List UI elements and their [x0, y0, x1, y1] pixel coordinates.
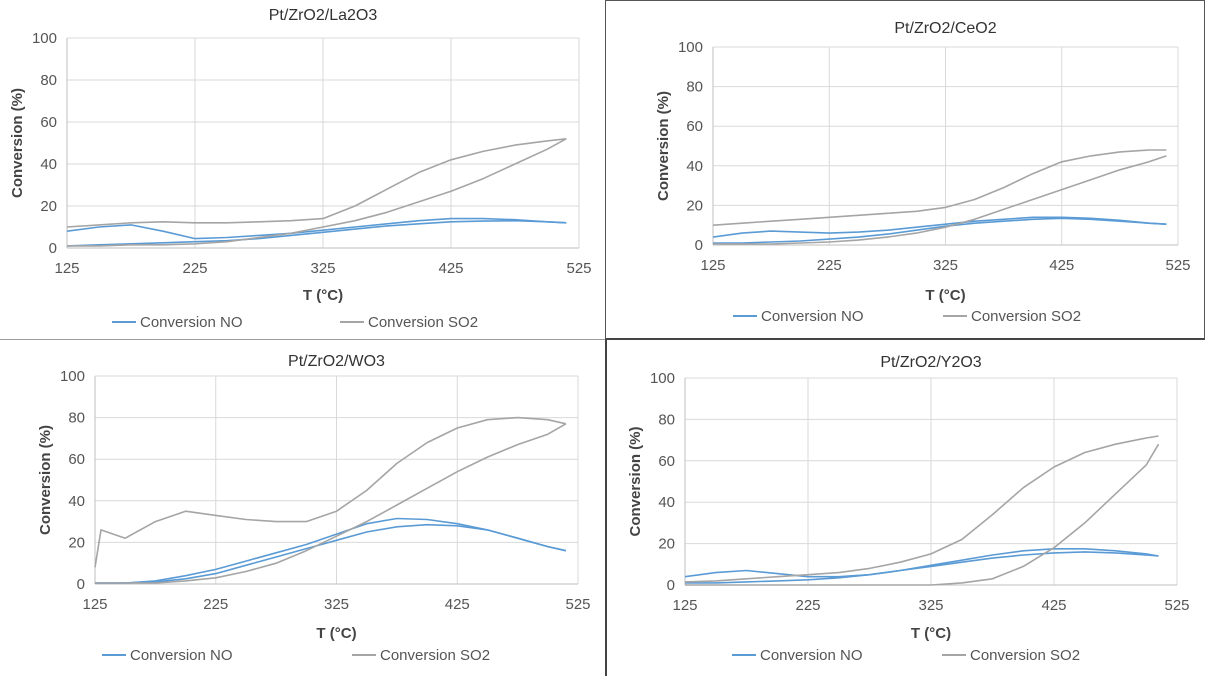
x-axis-label: T (°C)	[303, 287, 343, 304]
y-tick-label: 100	[678, 39, 703, 56]
series-line-so2	[712, 149, 1167, 226]
series-line-so2	[685, 443, 1160, 586]
y-tick-label: 80	[68, 410, 85, 427]
x-tick-label: 125	[672, 597, 697, 614]
series-line-so2	[94, 416, 567, 568]
x-tick-label: 125	[54, 260, 79, 277]
x-tick-label: 225	[817, 257, 842, 274]
y-axis-label: Conversion (%)	[9, 88, 26, 198]
y-tick-label: 0	[77, 576, 85, 593]
series-line-no	[684, 548, 1159, 578]
y-axis-label: Conversion (%)	[655, 91, 672, 201]
x-tick-label: 225	[182, 260, 207, 277]
series-line-no	[66, 217, 567, 240]
chart-panel-wo3: Pt/ZrO2/WO3 0 20 40 60 80 100 125 225 325 425 525 T …	[0, 340, 607, 676]
y-axis-label: Conversion (%)	[627, 426, 644, 536]
x-tick-label: 325	[933, 257, 958, 274]
series-line-so2	[67, 138, 567, 247]
chart-panel-la2o3: Pt/ZrO2/La2O3 0 20 40 60 80 100 125 225 325 425 525…	[0, 0, 605, 340]
x-tick-label: 125	[700, 257, 725, 274]
x-tick-label: 425	[445, 596, 470, 613]
x-tick-label: 125	[82, 596, 107, 613]
series-line-so2	[66, 138, 567, 228]
series-line-no	[685, 551, 1159, 584]
y-tick-label: 40	[686, 158, 703, 175]
legend-label: Conversion SO2	[971, 308, 1081, 325]
legend-label: Conversion SO2	[970, 647, 1080, 664]
x-axis-label: T (°C)	[316, 625, 356, 642]
legend-label: Conversion NO	[140, 314, 243, 331]
x-tick-label: 325	[310, 260, 335, 277]
y-tick-label: 100	[32, 30, 57, 47]
chart-panel-ceo2: Pt/ZrO2/CeO2 0 20 40 60 80 100 125 225 325 425 525 T…	[605, 0, 1205, 340]
y-tick-label: 100	[60, 368, 85, 385]
chart-la2o3: Pt/ZrO2/La2O3 0 20 40 60 80 100 125 225 325 425 525…	[9, 7, 592, 331]
y-tick-label: 20	[686, 197, 703, 214]
chart-wo3: Pt/ZrO2/WO3 0 20 40 60 80 100 125 225 325 425 525 T …	[37, 353, 591, 664]
legend-label: Conversion NO	[761, 308, 864, 325]
series-line-so2	[95, 423, 567, 584]
x-tick-label: 325	[918, 597, 943, 614]
x-tick-label: 225	[795, 597, 820, 614]
y-tick-label: 60	[68, 451, 85, 468]
series-line-so2	[713, 155, 1167, 245]
x-tick-label: 525	[1164, 597, 1189, 614]
y-tick-label: 80	[686, 79, 703, 96]
x-tick-label: 325	[324, 596, 349, 613]
series-line-so2	[684, 435, 1159, 583]
series-line-no	[712, 216, 1167, 238]
y-tick-label: 0	[695, 237, 703, 254]
chart-title: Pt/ZrO2/La2O3	[269, 7, 378, 24]
chart-title: Pt/ZrO2/WO3	[288, 353, 385, 370]
y-tick-label: 0	[667, 577, 675, 594]
series-line-no	[95, 517, 567, 584]
y-axis-label: Conversion (%)	[37, 425, 54, 535]
y-tick-label: 20	[68, 534, 85, 551]
y-tick-label: 40	[40, 156, 57, 173]
x-tick-label: 525	[565, 596, 590, 613]
legend-label: Conversion SO2	[368, 314, 478, 331]
x-tick-label: 425	[1041, 597, 1066, 614]
chart-panel-y2o3: Pt/ZrO2/Y2O3 0 20 40 60 80 100 125 225 325 425 525 T…	[607, 340, 1205, 676]
x-tick-label: 425	[438, 260, 463, 277]
series-line-no	[66, 219, 567, 247]
series-line-no	[95, 523, 567, 584]
x-tick-label: 525	[566, 260, 591, 277]
y-tick-label: 0	[49, 240, 57, 257]
x-axis-label: T (°C)	[911, 625, 951, 642]
legend-label: Conversion NO	[760, 647, 863, 664]
y-tick-label: 60	[686, 118, 703, 135]
y-tick-label: 80	[40, 72, 57, 89]
chart-title: Pt/ZrO2/Y2O3	[880, 354, 981, 371]
y-tick-label: 80	[658, 411, 675, 428]
chart-ceo2: Pt/ZrO2/CeO2 0 20 40 60 80 100 125 225 325 425 525 T…	[655, 20, 1191, 325]
series-line-no	[713, 217, 1167, 244]
x-tick-label: 525	[1165, 257, 1190, 274]
x-axis-label: T (°C)	[925, 287, 965, 304]
x-tick-label: 425	[1049, 257, 1074, 274]
y-tick-label: 40	[68, 493, 85, 510]
y-tick-label: 20	[40, 198, 57, 215]
chart-title: Pt/ZrO2/CeO2	[894, 20, 996, 37]
y-tick-label: 40	[658, 494, 675, 511]
y-tick-label: 100	[650, 370, 675, 387]
y-tick-label: 60	[40, 114, 57, 131]
x-tick-label: 225	[203, 596, 228, 613]
y-tick-label: 20	[658, 536, 675, 553]
legend-label: Conversion NO	[130, 647, 233, 664]
y-tick-label: 60	[658, 453, 675, 470]
legend-label: Conversion SO2	[380, 647, 490, 664]
chart-y2o3: Pt/ZrO2/Y2O3 0 20 40 60 80 100 125 225 325 425 525 T…	[627, 354, 1190, 664]
